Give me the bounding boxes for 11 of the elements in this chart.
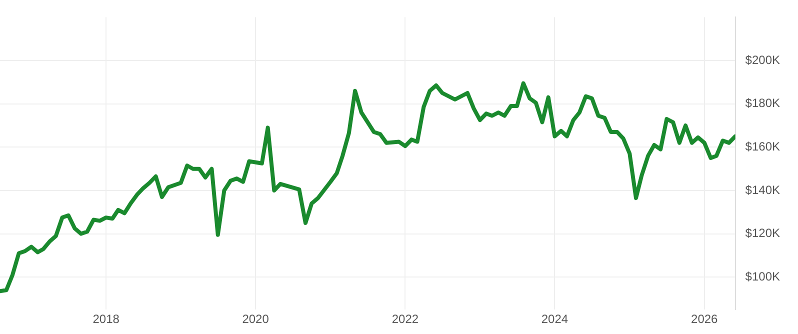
y-tick-label: $140K	[745, 182, 780, 197]
y-tick-label: $120K	[745, 226, 780, 240]
x-tick-label: 2022	[392, 312, 419, 326]
y-tick-label: $100K	[745, 269, 780, 284]
y-tick-label: $160K	[745, 139, 780, 154]
y-tick-label: $200K	[745, 52, 780, 67]
x-tick-label: 2018	[92, 312, 120, 326]
y-tick-label: $180K	[745, 96, 780, 110]
x-tick-label: 2024	[541, 312, 568, 326]
x-tick-label: 2026	[691, 312, 718, 326]
x-tick-label: 2020	[242, 312, 270, 326]
